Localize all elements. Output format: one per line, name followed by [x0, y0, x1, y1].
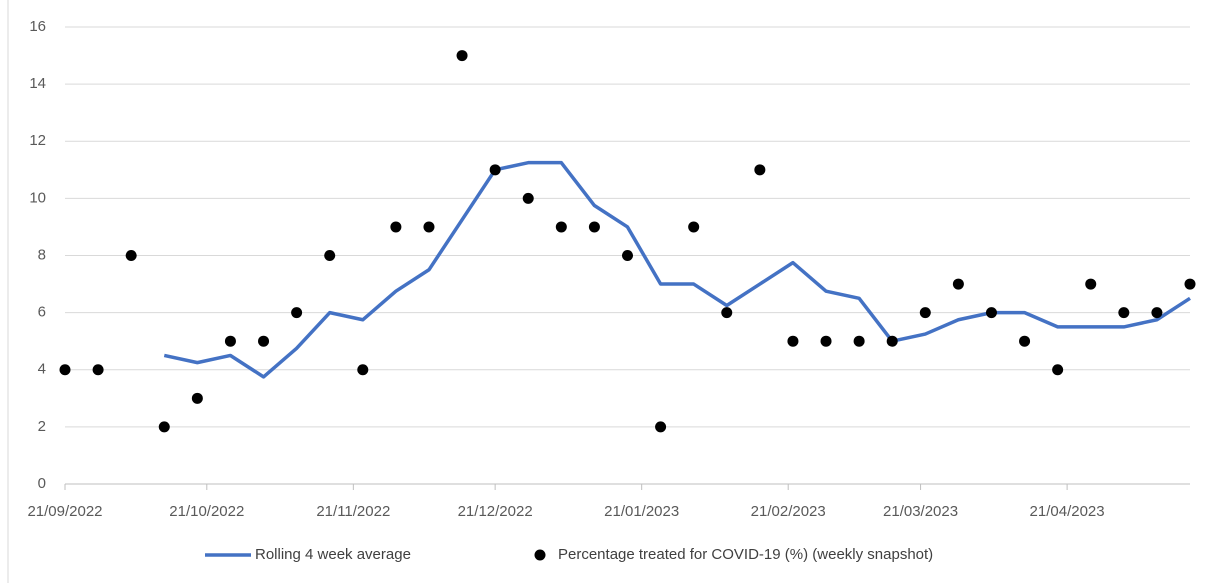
data-point [1019, 335, 1031, 347]
legend-label: Percentage treated for COVID-19 (%) (wee… [558, 546, 933, 563]
data-point [191, 392, 203, 404]
data-point [158, 421, 170, 433]
data-point [985, 307, 997, 319]
y-tick-label: 12 [29, 132, 46, 149]
data-point [754, 164, 766, 176]
x-tick-label: 21/12/2022 [458, 503, 533, 520]
legend: Rolling 4 week average Percentage treated… [205, 546, 933, 563]
data-point [390, 221, 402, 233]
y-tick-label: 14 [29, 75, 46, 92]
data-point [258, 335, 270, 347]
data-point [224, 335, 236, 347]
data-point [721, 307, 733, 319]
data-point [787, 335, 799, 347]
x-tick-label: 21/04/2023 [1030, 503, 1105, 520]
y-tick-label: 8 [38, 246, 46, 263]
y-tick-label: 6 [38, 304, 46, 321]
data-point [59, 364, 71, 376]
data-point [92, 364, 104, 376]
data-point [853, 335, 865, 347]
x-tick-label: 21/03/2023 [883, 503, 958, 520]
legend-swatch [534, 549, 546, 561]
data-point [357, 364, 369, 376]
y-tick-label: 10 [29, 189, 46, 206]
x-tick-label: 21/11/2022 [316, 503, 390, 520]
data-point [423, 221, 435, 233]
y-tick-label: 16 [29, 18, 46, 35]
data-point [1151, 307, 1163, 319]
data-point [588, 221, 600, 233]
data-point [1085, 278, 1097, 290]
data-point [820, 335, 832, 347]
data-point [489, 164, 501, 176]
average-line [163, 160, 1191, 379]
data-point [125, 250, 137, 261]
x-tick-label: 21/10/2022 [169, 503, 244, 520]
data-point [655, 421, 667, 433]
x-tick-label: 21/01/2023 [604, 503, 679, 520]
y-tick-label: 2 [38, 418, 46, 435]
data-point [555, 221, 567, 233]
legend-label: Rolling 4 week average [255, 546, 411, 563]
data-point [324, 250, 336, 261]
data-point [1052, 364, 1064, 376]
y-tick-label: 0 [38, 475, 46, 492]
data-point [919, 307, 931, 319]
data-point [886, 335, 898, 347]
data-point [522, 192, 534, 204]
x-tick-label: 21/02/2023 [751, 503, 826, 520]
data-point [622, 250, 633, 261]
data-point [1184, 278, 1196, 290]
data-point [952, 278, 964, 290]
data-point [1118, 307, 1130, 319]
y-tick-label: 4 [38, 361, 46, 378]
data-point [688, 221, 700, 233]
data-point [456, 50, 468, 62]
x-tick-label: 21/09/2022 [27, 503, 102, 520]
data-point [291, 307, 303, 319]
